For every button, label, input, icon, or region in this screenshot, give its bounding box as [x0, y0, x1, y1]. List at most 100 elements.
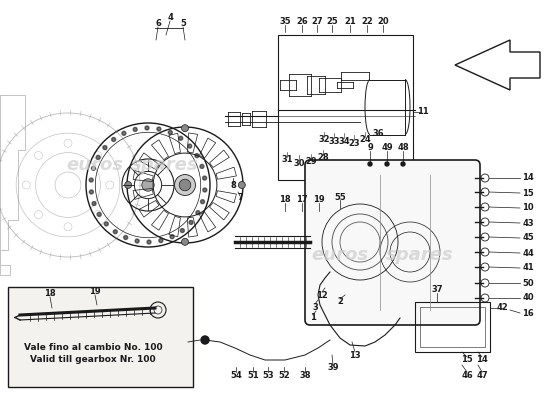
- Text: 41: 41: [522, 264, 534, 272]
- Text: 23: 23: [348, 138, 360, 148]
- Text: 8: 8: [230, 180, 236, 190]
- Text: 21: 21: [344, 18, 356, 26]
- Text: 7: 7: [237, 194, 243, 202]
- Text: 38: 38: [299, 370, 311, 380]
- Text: Vale fino al cambio No. 100: Vale fino al cambio No. 100: [24, 342, 162, 352]
- Circle shape: [195, 154, 199, 158]
- Text: 42: 42: [496, 304, 508, 312]
- Text: 9: 9: [367, 144, 373, 152]
- Text: 36: 36: [372, 128, 384, 138]
- Text: 17: 17: [296, 196, 308, 204]
- Circle shape: [203, 188, 207, 192]
- Text: 52: 52: [278, 370, 290, 380]
- Circle shape: [104, 222, 108, 226]
- Text: spares: spares: [386, 246, 454, 264]
- Circle shape: [125, 182, 131, 188]
- Circle shape: [124, 236, 128, 240]
- Text: euros: euros: [311, 246, 368, 264]
- Bar: [8, 287, 193, 387]
- Circle shape: [90, 190, 94, 194]
- Circle shape: [368, 162, 372, 166]
- Circle shape: [122, 131, 126, 135]
- Circle shape: [170, 235, 174, 239]
- Circle shape: [97, 212, 101, 216]
- Circle shape: [142, 179, 154, 191]
- Circle shape: [89, 178, 93, 182]
- Text: 12: 12: [316, 290, 328, 300]
- Circle shape: [182, 238, 189, 245]
- Bar: [420, 307, 485, 347]
- Text: 19: 19: [313, 196, 325, 204]
- Text: 24: 24: [359, 136, 371, 144]
- Circle shape: [182, 125, 189, 132]
- Text: 16: 16: [522, 308, 534, 318]
- Text: 55: 55: [334, 192, 346, 202]
- Circle shape: [196, 211, 200, 215]
- Circle shape: [201, 336, 209, 344]
- Circle shape: [96, 155, 100, 159]
- Circle shape: [159, 238, 163, 242]
- Text: 33: 33: [328, 136, 340, 146]
- Text: 29: 29: [305, 158, 317, 166]
- Circle shape: [168, 130, 172, 134]
- Text: 39: 39: [327, 364, 339, 372]
- Text: 26: 26: [296, 18, 308, 26]
- Text: 43: 43: [522, 218, 534, 228]
- Circle shape: [133, 128, 137, 132]
- Text: 51: 51: [247, 370, 259, 380]
- Circle shape: [145, 126, 149, 130]
- Text: 15: 15: [461, 356, 473, 364]
- Circle shape: [200, 164, 204, 168]
- Text: 28: 28: [317, 154, 329, 162]
- Circle shape: [180, 228, 184, 232]
- Circle shape: [202, 176, 207, 180]
- Text: 18: 18: [44, 290, 56, 298]
- Circle shape: [238, 182, 245, 188]
- Text: 47: 47: [476, 370, 488, 380]
- Circle shape: [385, 162, 389, 166]
- Text: 6: 6: [155, 20, 161, 28]
- Text: 3: 3: [312, 302, 318, 312]
- Text: 46: 46: [461, 370, 473, 380]
- Text: euros: euros: [67, 156, 124, 174]
- Text: 30: 30: [293, 158, 305, 168]
- Text: 49: 49: [381, 144, 393, 152]
- Circle shape: [103, 146, 107, 150]
- Text: 2: 2: [337, 298, 343, 306]
- Circle shape: [112, 138, 116, 142]
- Circle shape: [91, 166, 96, 170]
- Text: 18: 18: [279, 196, 291, 204]
- Circle shape: [189, 220, 193, 224]
- Text: 25: 25: [326, 18, 338, 26]
- FancyBboxPatch shape: [305, 160, 480, 325]
- Circle shape: [179, 179, 191, 191]
- Text: 44: 44: [522, 248, 534, 258]
- Text: 27: 27: [311, 18, 323, 26]
- Circle shape: [201, 200, 205, 204]
- Text: 5: 5: [180, 20, 186, 28]
- Circle shape: [157, 127, 161, 131]
- Text: 1: 1: [310, 314, 316, 322]
- Text: 13: 13: [349, 350, 361, 360]
- Circle shape: [113, 230, 117, 234]
- Bar: [415, 302, 490, 352]
- Circle shape: [92, 202, 96, 206]
- Text: 10: 10: [522, 204, 534, 212]
- Text: 40: 40: [522, 294, 534, 302]
- Circle shape: [174, 174, 195, 196]
- Text: 14: 14: [476, 356, 488, 364]
- Circle shape: [401, 162, 405, 166]
- Circle shape: [147, 240, 151, 244]
- Bar: [278, 35, 413, 180]
- Text: 4: 4: [167, 14, 173, 22]
- Circle shape: [179, 136, 183, 140]
- Text: 11: 11: [417, 108, 429, 116]
- Text: 48: 48: [397, 144, 409, 152]
- Text: 15: 15: [522, 188, 534, 198]
- Text: Valid till gearbox Nr. 100: Valid till gearbox Nr. 100: [30, 354, 156, 364]
- Text: 45: 45: [522, 234, 534, 242]
- Text: 32: 32: [318, 136, 330, 144]
- Text: 22: 22: [361, 18, 373, 26]
- Text: spares: spares: [131, 156, 199, 174]
- Text: 19: 19: [89, 288, 101, 296]
